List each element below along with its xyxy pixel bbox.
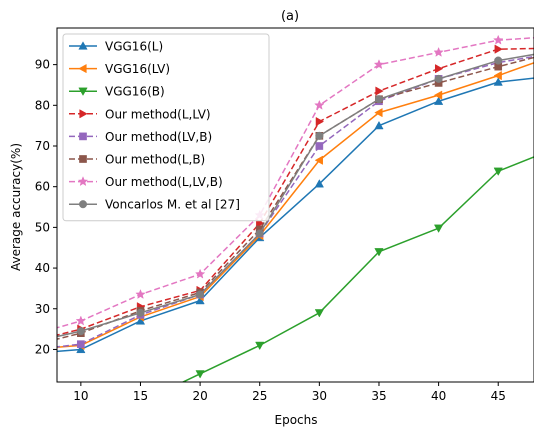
y-tick-label: 50	[35, 220, 50, 234]
data-point	[374, 108, 383, 118]
legend-item: VGG16(L)	[69, 40, 163, 54]
data-point	[196, 290, 205, 299]
data-point	[374, 95, 384, 104]
data-point	[314, 309, 324, 318]
ticks: 10 15 20 25 30 35 40 45 20 30 40 50 60 70 80 90	[35, 58, 506, 403]
x-tick-label: 20	[192, 389, 207, 403]
y-tick-label: 70	[35, 139, 50, 153]
series-line	[57, 55, 534, 348]
y-tick-label: 30	[35, 302, 50, 316]
legend-marker	[77, 176, 89, 187]
data-point	[315, 131, 324, 140]
data-point	[314, 99, 325, 110]
data-point	[433, 96, 444, 105]
axes	[56, 27, 534, 383]
data-point	[375, 86, 384, 96]
plot-area	[40, 34, 534, 431]
x-tick-label: 40	[431, 389, 446, 403]
data-point	[194, 268, 206, 279]
legend-item: VGG16(LV)	[69, 62, 170, 76]
series-line	[57, 53, 534, 338]
legend-marker	[79, 109, 88, 119]
y-tick-label: 80	[35, 98, 50, 112]
y-axis-label: Average accuracy(%)	[9, 143, 23, 271]
legend-item: Our method(L,LV,B)	[69, 175, 223, 189]
data-point	[40, 326, 49, 335]
data-point	[75, 315, 87, 326]
series-line	[57, 77, 534, 353]
data-point	[493, 70, 502, 81]
legend-label: VGG16(B)	[105, 85, 165, 99]
legend-marker	[79, 155, 87, 163]
data-point	[314, 155, 323, 165]
legend-item: VGG16(B)	[69, 85, 165, 99]
data-point	[492, 34, 504, 45]
legend-label: Voncarlos M. et al [27]	[105, 198, 240, 212]
x-tick-label: 30	[312, 389, 327, 403]
data-point	[374, 120, 384, 130]
data-point	[433, 46, 444, 57]
data-point	[42, 334, 50, 342]
legend-box	[62, 33, 270, 222]
data-point	[433, 90, 443, 100]
legend-item: Voncarlos M. et al [27]	[69, 198, 240, 212]
y-tick-label: 90	[35, 58, 50, 72]
plot-frame	[56, 27, 534, 383]
data-point	[76, 327, 85, 336]
legend-label: Our method(L,LV,B)	[105, 175, 223, 189]
legend-item: Our method(L,LV)	[69, 107, 211, 121]
data-point	[255, 341, 265, 351]
y-tick-label: 60	[35, 180, 50, 194]
data-point	[135, 289, 146, 299]
x-axis-label: Epochs	[275, 413, 318, 427]
data-point	[434, 64, 444, 74]
data-point	[77, 340, 85, 348]
legend-item: Our method(L,B)	[69, 153, 205, 167]
data-point	[136, 308, 145, 317]
y-tick-label: 20	[35, 342, 50, 356]
data-point	[255, 229, 264, 238]
legend-marker	[78, 200, 88, 209]
data-point	[494, 44, 503, 54]
series	[57, 77, 534, 354]
series-line	[57, 37, 534, 329]
data-point	[77, 423, 85, 431]
data-point	[434, 74, 443, 83]
x-tick-label: 35	[371, 389, 386, 403]
y-tick-label: 40	[35, 261, 50, 275]
series-line	[181, 156, 534, 382]
series	[57, 53, 534, 338]
data-point	[493, 77, 503, 86]
data-point	[493, 167, 503, 176]
data-point	[195, 370, 205, 379]
series-line	[57, 47, 534, 336]
legend-label: VGG16(LV)	[105, 62, 170, 76]
data-point	[315, 142, 324, 150]
legend-label: Our method(L,LV)	[105, 107, 211, 121]
legend-label: VGG16(L)	[105, 40, 163, 54]
data-point	[494, 56, 503, 65]
data-point	[315, 116, 325, 127]
data-point	[373, 59, 385, 70]
x-tick-label: 15	[133, 389, 148, 403]
chart-title: (a)	[281, 9, 299, 24]
legend: VGG16(L) VGG16(LV) VGG16(B) Our method(L,LV…	[62, 33, 270, 222]
legend-marker	[79, 132, 87, 141]
data-point	[314, 179, 324, 188]
legend-marker	[78, 87, 88, 96]
x-tick-label: 10	[73, 389, 88, 403]
legend-label: Our method(LV,B)	[105, 130, 212, 144]
data-point	[433, 224, 444, 233]
x-tick-label: 25	[252, 389, 267, 403]
series	[77, 156, 534, 431]
legend-label: Our method(L,B)	[105, 153, 205, 167]
legend-marker	[78, 41, 88, 50]
data-point	[374, 248, 384, 257]
series-line	[57, 61, 534, 349]
x-tick-label: 45	[491, 389, 506, 403]
legend-marker	[78, 63, 87, 74]
legend-item: Our method(LV,B)	[69, 130, 212, 144]
